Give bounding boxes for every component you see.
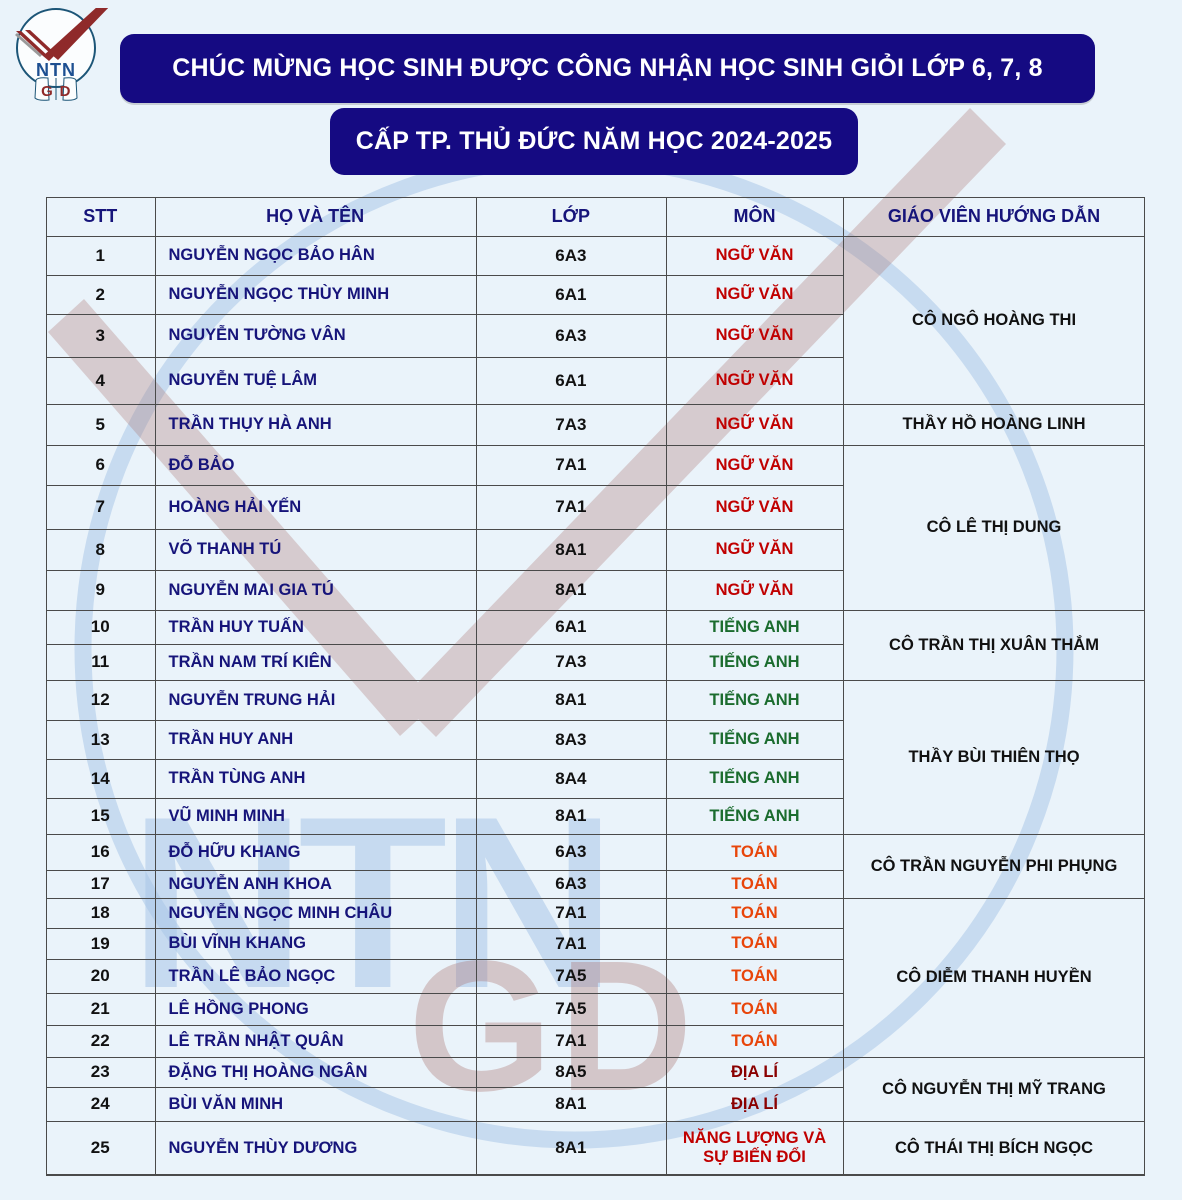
svg-text:G: G	[41, 83, 53, 100]
svg-text:D: D	[60, 83, 71, 100]
svg-text:NTN: NTN	[36, 60, 76, 80]
